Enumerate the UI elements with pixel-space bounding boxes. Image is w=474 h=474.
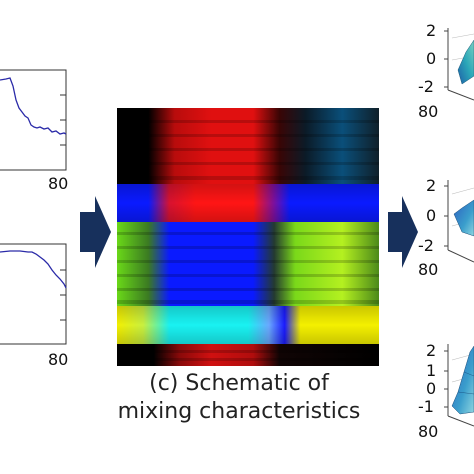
- right-bottom-plot: [444, 344, 474, 427]
- left-bottom-line: [0, 250, 67, 289]
- right-top-tick-1: 2: [426, 21, 437, 40]
- heatmap-band-5: [117, 344, 379, 366]
- mixing-heatmap: [117, 108, 379, 366]
- left-top-line: [0, 77, 67, 135]
- right-top-tick-4: 80: [418, 102, 439, 121]
- right-bottom-surface: [451, 345, 474, 415]
- right-middle-tick-4: 80: [418, 260, 439, 279]
- heatmap-row-shade-2: [117, 306, 379, 344]
- right-bottom-tick-5: 80: [418, 422, 439, 441]
- caption-line-2: mixing characteristics: [117, 398, 361, 424]
- right-top-surface: [457, 39, 474, 85]
- right-middle-surface: [453, 199, 474, 237]
- right-top-tick-2: 0: [426, 49, 437, 68]
- heatmap-row-shade: [117, 184, 379, 222]
- right-middle-tick-1: 2: [426, 176, 437, 195]
- arrow-right: [388, 196, 418, 268]
- heatmap-stripes: [117, 120, 379, 361]
- right-top-tick-3: -2: [418, 77, 434, 96]
- right-bottom-tick-3: 0: [426, 379, 437, 398]
- left-top-ticks: [60, 94, 66, 146]
- left-bottom-x-tick: 80: [48, 350, 69, 369]
- left-top-x-tick: 80: [48, 174, 69, 193]
- right-bottom-tick-1: 2: [426, 341, 437, 360]
- left-bottom-axes: [0, 243, 67, 345]
- left-bottom-plot: [0, 243, 67, 345]
- right-bottom-tick-4: -1: [418, 397, 434, 416]
- left-bottom-ticks: [60, 269, 66, 321]
- heatmap-band-1: [117, 108, 379, 184]
- heatmap-caption: (c) Schematic of mixing characteristics: [104, 370, 374, 425]
- right-middle-tick-3: -2: [418, 236, 434, 255]
- right-middle-plot: [444, 180, 474, 263]
- right-middle-tick-2: 0: [426, 206, 437, 225]
- heatmap-band-3: [117, 222, 379, 306]
- right-top-plot: [444, 28, 474, 101]
- caption-line-1: (c) Schematic of: [149, 371, 329, 396]
- arrow-left: [80, 196, 111, 268]
- left-top-plot: [0, 69, 67, 171]
- left-top-axes: [0, 69, 67, 171]
- right-bottom-tick-2: 1: [426, 361, 437, 380]
